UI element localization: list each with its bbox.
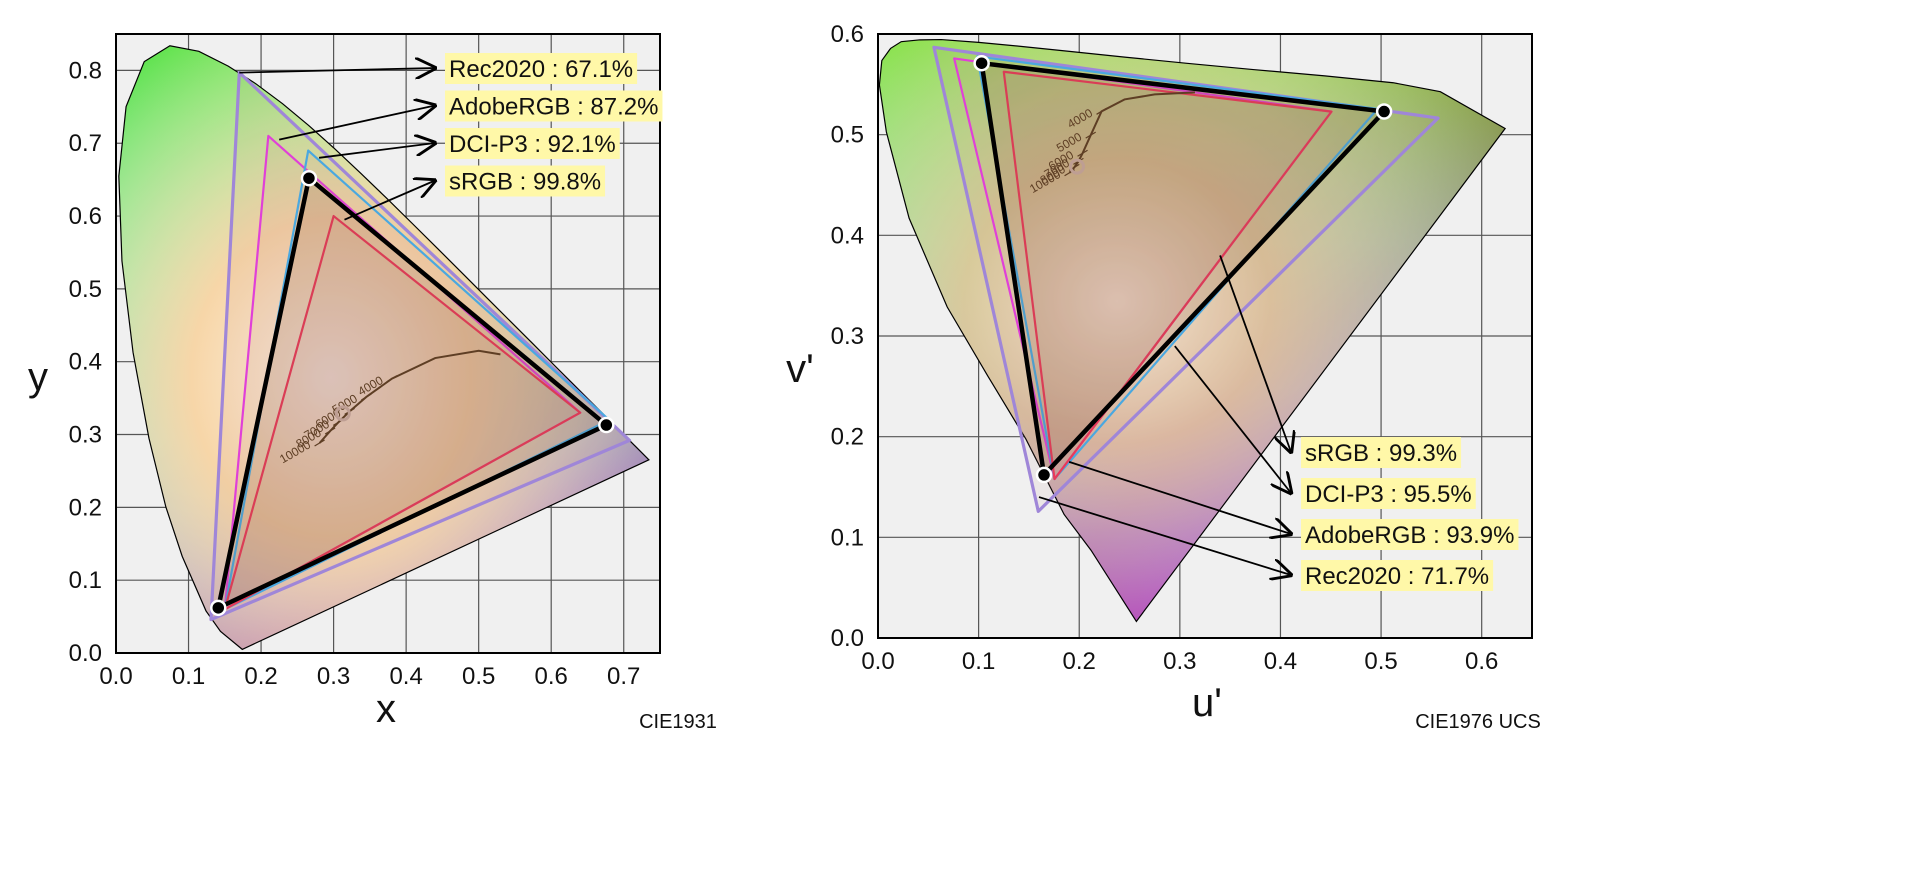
x-tick-label: 0.5 (1364, 648, 1397, 675)
y-tick-label: 0.0 (69, 640, 102, 667)
adobergb-callout-label: AdobeRGB : 87.2% (449, 94, 658, 121)
cct-tick (324, 427, 336, 435)
srgb-callout-label: sRGB : 99.3% (1305, 440, 1457, 467)
locus-outline (878, 38, 1507, 623)
rec2020-callout-label: Rec2020 : 67.1% (449, 56, 633, 83)
y-tick-label: 0.0 (831, 625, 864, 652)
dci-p3-callout-label: DCI-P3 : 95.5% (1305, 481, 1472, 508)
dci-p3-callout-arrow (1174, 345, 1291, 493)
srgb-callout-label: sRGB : 99.8% (449, 169, 601, 196)
y-tick-label: 0.3 (69, 422, 102, 449)
srgb-callout-box (1301, 437, 1462, 468)
rec2020-callout-box (445, 53, 638, 84)
x-axis-label: x (376, 687, 396, 731)
measured-primary-point (598, 416, 615, 434)
rec2020-gamut-triangle (932, 45, 1440, 513)
measured-primaries (210, 169, 615, 617)
measured-gamut-triangle (979, 60, 1387, 478)
dci-p3-callout-label: DCI-P3 : 92.1% (449, 131, 616, 158)
x-axis-label: u' (1192, 681, 1222, 725)
y-tick-label: 0.6 (69, 203, 102, 230)
cie1976-ucs-chart: 4000500060007000800010000 0.00.10.20.30.… (786, 21, 1541, 733)
rec2020-callout-box (1301, 560, 1494, 591)
dci-p3-callout-box (1301, 478, 1476, 509)
x-tick-label: 0.3 (317, 663, 350, 690)
cct-tick (1096, 107, 1107, 115)
x-tick-label: 0.1 (962, 648, 995, 675)
chart-caption: CIE1976 UCS (1415, 711, 1541, 733)
x-tick-label: 0.2 (1063, 648, 1096, 675)
y-tick-label: 0.5 (831, 122, 864, 149)
dci-p3-callout-box (445, 128, 620, 159)
measured-primary-point (210, 599, 227, 617)
srgb-gamut-triangle (1002, 70, 1333, 481)
x-tick-label: 0.6 (535, 663, 568, 690)
cct-tick (314, 439, 325, 447)
srgb-gamut-triangle (223, 214, 582, 611)
x-tick-label: 0.1 (172, 663, 205, 690)
cct-tick (1077, 149, 1088, 157)
white-point-marker (1069, 158, 1086, 175)
rec2020-callout-arrow (1038, 496, 1291, 575)
measured-primary-point (1375, 103, 1393, 120)
callouts: sRGB : 99.3% DCI-P3 : 95.5% AdobeRGB : 93.… (1038, 255, 1519, 591)
y-tick-label: 0.4 (831, 222, 864, 249)
x-tick-label: 0.7 (607, 663, 640, 690)
adobergb-callout-box (1301, 519, 1519, 550)
y-tick-label: 0.3 (831, 323, 864, 350)
chart-caption: CIE1931 (639, 711, 717, 733)
x-tick-label: 0.5 (462, 663, 495, 690)
y-tick-labels: 0.0 0.1 0.2 0.3 0.4 0.5 0.6 0.7 0.8 (69, 57, 102, 667)
y-tick-label: 0.6 (831, 21, 864, 48)
srgb-callout-arrow (344, 181, 435, 221)
plot-frame (877, 33, 1533, 639)
x-tick-label: 0.0 (861, 648, 894, 675)
srgb-callout-box (445, 165, 606, 197)
measured-primary-point (973, 54, 990, 72)
measured-primaries (973, 54, 1393, 484)
x-tick-label: 0.4 (1264, 648, 1297, 675)
plot-frame (115, 33, 661, 654)
x-tick-label: 0.3 (1163, 648, 1196, 675)
y-tick-label: 0.2 (831, 424, 864, 451)
cct-tick (1085, 131, 1097, 139)
rec2020-callout-label: Rec2020 : 71.7% (1305, 563, 1489, 590)
x-tick-labels: 0.0 0.1 0.2 0.3 0.4 0.5 0.6 (861, 648, 1498, 675)
rec2020-gamut-triangle (209, 70, 632, 622)
x-tick-label: 0.2 (244, 663, 277, 690)
y-axis-label: y (28, 355, 48, 399)
adobergb-callout-arrow (279, 106, 435, 141)
adobergb-callout-box (445, 90, 663, 122)
x-tick-label: 0.0 (99, 663, 132, 690)
gamut-triangles (209, 70, 632, 622)
rec2020-callout-arrow (239, 68, 435, 73)
adobergb-callout-arrow (1068, 460, 1291, 534)
x-tick-label: 0.4 (389, 663, 422, 690)
measured-gamut-triangle (216, 175, 609, 611)
y-tick-label: 0.7 (69, 130, 102, 157)
y-tick-labels: 0.0 0.1 0.2 0.3 0.4 0.5 0.6 (831, 21, 864, 652)
x-tick-labels: 0.0 0.1 0.2 0.3 0.4 0.5 0.6 0.7 (99, 663, 640, 690)
y-tick-label: 0.1 (831, 524, 864, 551)
x-tick-label: 0.6 (1465, 648, 1498, 675)
y-tick-label: 0.1 (69, 567, 102, 594)
measured-primary-point (1035, 466, 1053, 484)
y-tick-label: 0.4 (69, 349, 102, 376)
white-point-marker (334, 405, 351, 422)
measured-primary-point (300, 169, 318, 187)
callouts: Rec2020 : 67.1% AdobeRGB : 87.2% DCI-P3 : … (239, 53, 663, 221)
cct-tick (361, 393, 372, 401)
spectral-locus (878, 38, 1507, 623)
cct-tick (386, 375, 398, 383)
y-tick-label: 0.8 (69, 57, 102, 84)
y-tick-label: 0.2 (69, 494, 102, 521)
y-tick-label: 0.5 (69, 276, 102, 303)
srgb-callout-arrow (1219, 255, 1291, 452)
y-axis-label: v' (786, 347, 814, 391)
dci-p3-callout-arrow (318, 143, 435, 159)
adobergb-callout-label: AdobeRGB : 93.9% (1305, 522, 1514, 549)
cie1931-chart: 4000500060007000800010000 0.00.10.20.30.… (28, 33, 717, 733)
